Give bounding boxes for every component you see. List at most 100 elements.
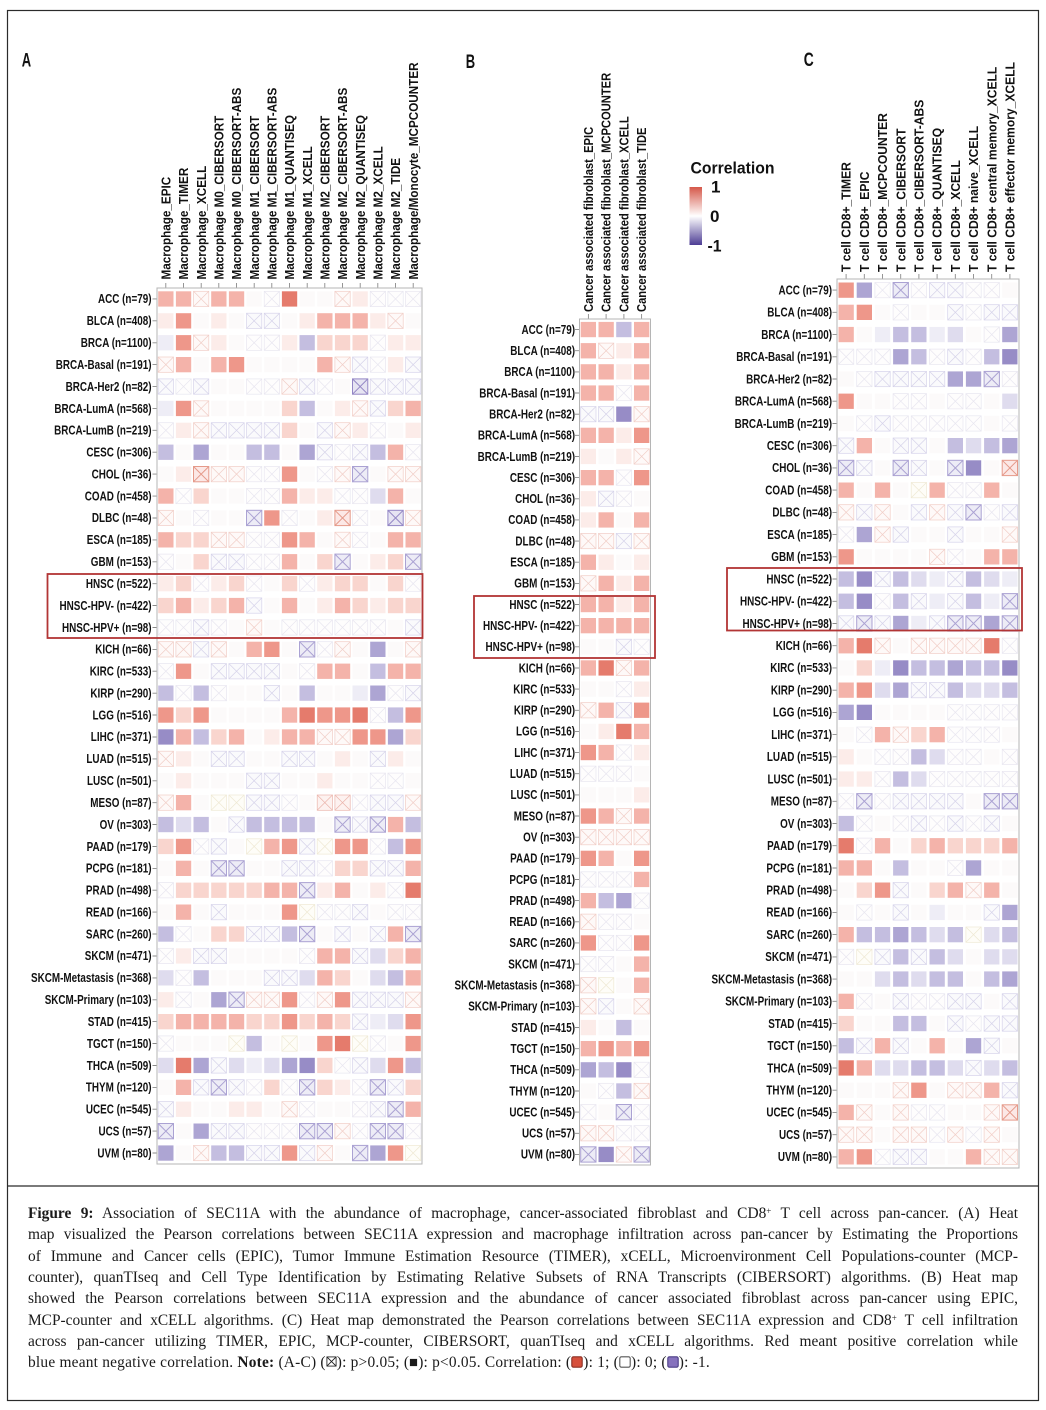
svg-text:BLCA (n=408): BLCA (n=408) bbox=[767, 305, 832, 320]
svg-text:LUAD (n=515): LUAD (n=515) bbox=[86, 751, 151, 766]
svg-text:BRCA-LumB (n=219): BRCA-LumB (n=219) bbox=[735, 416, 832, 431]
svg-text:DLBC (n=48): DLBC (n=48) bbox=[92, 510, 152, 525]
svg-text:DLBC (n=48): DLBC (n=48) bbox=[772, 505, 832, 520]
svg-text:A: A bbox=[22, 51, 32, 72]
svg-text:UCS (n=57): UCS (n=57) bbox=[99, 1123, 152, 1138]
svg-text:HNSC-HPV- (n=422): HNSC-HPV- (n=422) bbox=[483, 618, 575, 633]
svg-text:0: 0 bbox=[710, 207, 719, 226]
svg-text:LUSC (n=501): LUSC (n=501) bbox=[768, 771, 833, 786]
svg-text:UCEC (n=545): UCEC (n=545) bbox=[766, 1105, 832, 1120]
svg-text:STAD (n=415): STAD (n=415) bbox=[88, 1014, 152, 1029]
svg-text:STAD (n=415): STAD (n=415) bbox=[768, 1016, 832, 1031]
svg-text:BRCA-Basal (n=191): BRCA-Basal (n=191) bbox=[479, 385, 575, 400]
svg-text:THCA (n=509): THCA (n=509) bbox=[87, 1058, 152, 1073]
svg-text:KICH (n=66): KICH (n=66) bbox=[519, 660, 575, 675]
svg-text:Macrophage M2_QUANTISEQ: Macrophage M2_QUANTISEQ bbox=[353, 115, 368, 280]
svg-text:BLCA (n=408): BLCA (n=408) bbox=[510, 343, 575, 358]
svg-text:GBM (n=153): GBM (n=153) bbox=[91, 554, 152, 569]
svg-text:DLBC (n=48): DLBC (n=48) bbox=[515, 533, 575, 548]
svg-text:THCA (n=509): THCA (n=509) bbox=[510, 1062, 575, 1077]
svg-text:Macrophage M1_XCELL: Macrophage M1_XCELL bbox=[300, 146, 315, 279]
svg-text:MESO (n=87): MESO (n=87) bbox=[771, 794, 832, 809]
svg-text:ACC (n=79): ACC (n=79) bbox=[779, 282, 833, 297]
svg-text:Cancer associated fibroblast_E: Cancer associated fibroblast_EPIC bbox=[581, 126, 596, 312]
svg-text:LUSC (n=501): LUSC (n=501) bbox=[87, 773, 152, 788]
svg-text:BRCA (n=1100): BRCA (n=1100) bbox=[761, 327, 832, 342]
svg-text:SARC (n=260): SARC (n=260) bbox=[509, 935, 575, 950]
svg-text:UVM (n=80): UVM (n=80) bbox=[521, 1147, 575, 1162]
svg-text:ACC (n=79): ACC (n=79) bbox=[98, 291, 152, 306]
svg-text:BRCA (n=1100): BRCA (n=1100) bbox=[504, 364, 575, 379]
svg-text:TGCT (n=150): TGCT (n=150) bbox=[768, 1038, 833, 1053]
svg-text:Macrophage_EPIC: Macrophage_EPIC bbox=[158, 176, 173, 279]
svg-text:ESCA (n=185): ESCA (n=185) bbox=[767, 527, 832, 542]
svg-text:T cell CD8+_TIMER: T cell CD8+_TIMER bbox=[839, 162, 854, 272]
svg-text:SKCM (n=471): SKCM (n=471) bbox=[85, 948, 152, 963]
svg-text:HNSC-HPV+ (n=98): HNSC-HPV+ (n=98) bbox=[486, 639, 576, 654]
svg-text:CESC (n=306): CESC (n=306) bbox=[767, 438, 832, 453]
svg-text:KICH (n=66): KICH (n=66) bbox=[95, 642, 151, 657]
svg-text:PRAD (n=498): PRAD (n=498) bbox=[509, 893, 575, 908]
svg-text:SARC (n=260): SARC (n=260) bbox=[86, 926, 152, 941]
svg-text:HNSC-HPV- (n=422): HNSC-HPV- (n=422) bbox=[60, 598, 152, 613]
svg-text:BLCA (n=408): BLCA (n=408) bbox=[87, 313, 152, 328]
svg-text:T cell CD8+_XCELL: T cell CD8+_XCELL bbox=[948, 160, 963, 272]
svg-text:T cell CD8+_QUANTISEQ: T cell CD8+_QUANTISEQ bbox=[930, 128, 945, 272]
svg-text:SKCM-Primary (n=103): SKCM-Primary (n=103) bbox=[725, 994, 832, 1009]
svg-text:UCEC (n=545): UCEC (n=545) bbox=[86, 1102, 152, 1117]
svg-text:COAD (n=458): COAD (n=458) bbox=[508, 512, 575, 527]
svg-text:THCA (n=509): THCA (n=509) bbox=[767, 1060, 832, 1075]
svg-text:BRCA-LumA (n=568): BRCA-LumA (n=568) bbox=[478, 428, 575, 443]
svg-text:T cell CD8+_MCPCOUNTER: T cell CD8+_MCPCOUNTER bbox=[875, 113, 890, 272]
svg-text:THYM (n=120): THYM (n=120) bbox=[766, 1083, 832, 1098]
svg-text:HNSC-HPV+ (n=98): HNSC-HPV+ (n=98) bbox=[743, 616, 833, 631]
svg-text:CHOL (n=36): CHOL (n=36) bbox=[92, 466, 152, 481]
svg-text:HNSC-HPV+ (n=98): HNSC-HPV+ (n=98) bbox=[62, 620, 152, 635]
svg-text:OV (n=303): OV (n=303) bbox=[100, 817, 152, 832]
svg-text:BRCA-Basal (n=191): BRCA-Basal (n=191) bbox=[736, 349, 832, 364]
svg-text:TGCT (n=150): TGCT (n=150) bbox=[511, 1041, 576, 1056]
svg-text:BRCA-LumA (n=568): BRCA-LumA (n=568) bbox=[735, 394, 832, 409]
svg-text:MESO (n=87): MESO (n=87) bbox=[514, 808, 575, 823]
svg-text:BRCA-Her2 (n=82): BRCA-Her2 (n=82) bbox=[746, 371, 832, 386]
svg-text:ACC (n=79): ACC (n=79) bbox=[522, 322, 576, 337]
svg-text:LGG (n=516): LGG (n=516) bbox=[93, 707, 152, 722]
svg-text:Macrophage M0_CIBERSORT: Macrophage M0_CIBERSORT bbox=[211, 116, 226, 280]
svg-text:UVM (n=80): UVM (n=80) bbox=[97, 1145, 151, 1160]
svg-text:CESC (n=306): CESC (n=306) bbox=[86, 445, 151, 460]
svg-text:T cell CD8+_EPIC: T cell CD8+_EPIC bbox=[857, 171, 872, 272]
svg-text:HNSC-HPV- (n=422): HNSC-HPV- (n=422) bbox=[740, 594, 832, 609]
svg-text:HNSC (n=522): HNSC (n=522) bbox=[86, 576, 152, 591]
svg-text:SKCM-Metastasis (n=368): SKCM-Metastasis (n=368) bbox=[31, 970, 152, 985]
svg-text:UCEC (n=545): UCEC (n=545) bbox=[509, 1104, 575, 1119]
svg-text:READ (n=166): READ (n=166) bbox=[766, 905, 832, 920]
svg-text:LGG (n=516): LGG (n=516) bbox=[516, 724, 575, 739]
svg-text:LUAD (n=515): LUAD (n=515) bbox=[510, 766, 575, 781]
svg-text:Macrophage_TIMER: Macrophage_TIMER bbox=[176, 167, 191, 279]
svg-text:PRAD (n=498): PRAD (n=498) bbox=[766, 883, 832, 898]
svg-text:PAAD (n=179): PAAD (n=179) bbox=[767, 838, 832, 853]
svg-text:BRCA (n=1100): BRCA (n=1100) bbox=[81, 335, 152, 350]
svg-text:KIRC (n=533): KIRC (n=533) bbox=[90, 664, 152, 679]
svg-text:SARC (n=260): SARC (n=260) bbox=[766, 927, 832, 942]
svg-text:Macrophage M1_CIBERSORT-ABS: Macrophage M1_CIBERSORT-ABS bbox=[264, 87, 279, 279]
svg-text:B: B bbox=[466, 52, 475, 73]
svg-text:LUSC (n=501): LUSC (n=501) bbox=[511, 787, 576, 802]
svg-text:UVM (n=80): UVM (n=80) bbox=[778, 1149, 832, 1164]
svg-text:Macrophage M2_TIDE: Macrophage M2_TIDE bbox=[388, 158, 403, 280]
svg-text:CESC (n=306): CESC (n=306) bbox=[510, 470, 575, 485]
svg-text:Correlation: Correlation bbox=[691, 159, 775, 178]
svg-text:Cancer associated fibroblast_T: Cancer associated fibroblast_TIDE bbox=[634, 127, 649, 312]
svg-text:Macrophage M2_CIBERSORT-ABS: Macrophage M2_CIBERSORT-ABS bbox=[335, 87, 350, 279]
svg-text:PAAD (n=179): PAAD (n=179) bbox=[510, 851, 575, 866]
svg-text:COAD (n=458): COAD (n=458) bbox=[765, 482, 832, 497]
svg-text:SKCM (n=471): SKCM (n=471) bbox=[765, 949, 832, 964]
svg-text:GBM (n=153): GBM (n=153) bbox=[514, 576, 575, 591]
svg-text:PCPG (n=181): PCPG (n=181) bbox=[766, 860, 832, 875]
svg-text:OV (n=303): OV (n=303) bbox=[523, 830, 575, 845]
svg-text:COAD (n=458): COAD (n=458) bbox=[85, 488, 152, 503]
svg-text:T cell CD8+ naive_XCELL: T cell CD8+ naive_XCELL bbox=[966, 126, 981, 272]
svg-text:Macrophage/Monocyte_MCPCOUNTER: Macrophage/Monocyte_MCPCOUNTER bbox=[406, 62, 421, 280]
svg-text:Cancer associated fibroblast_M: Cancer associated fibroblast_MCPCOUNTER bbox=[599, 72, 614, 312]
svg-text:Macrophage M2_CIBERSORT: Macrophage M2_CIBERSORT bbox=[317, 116, 332, 280]
